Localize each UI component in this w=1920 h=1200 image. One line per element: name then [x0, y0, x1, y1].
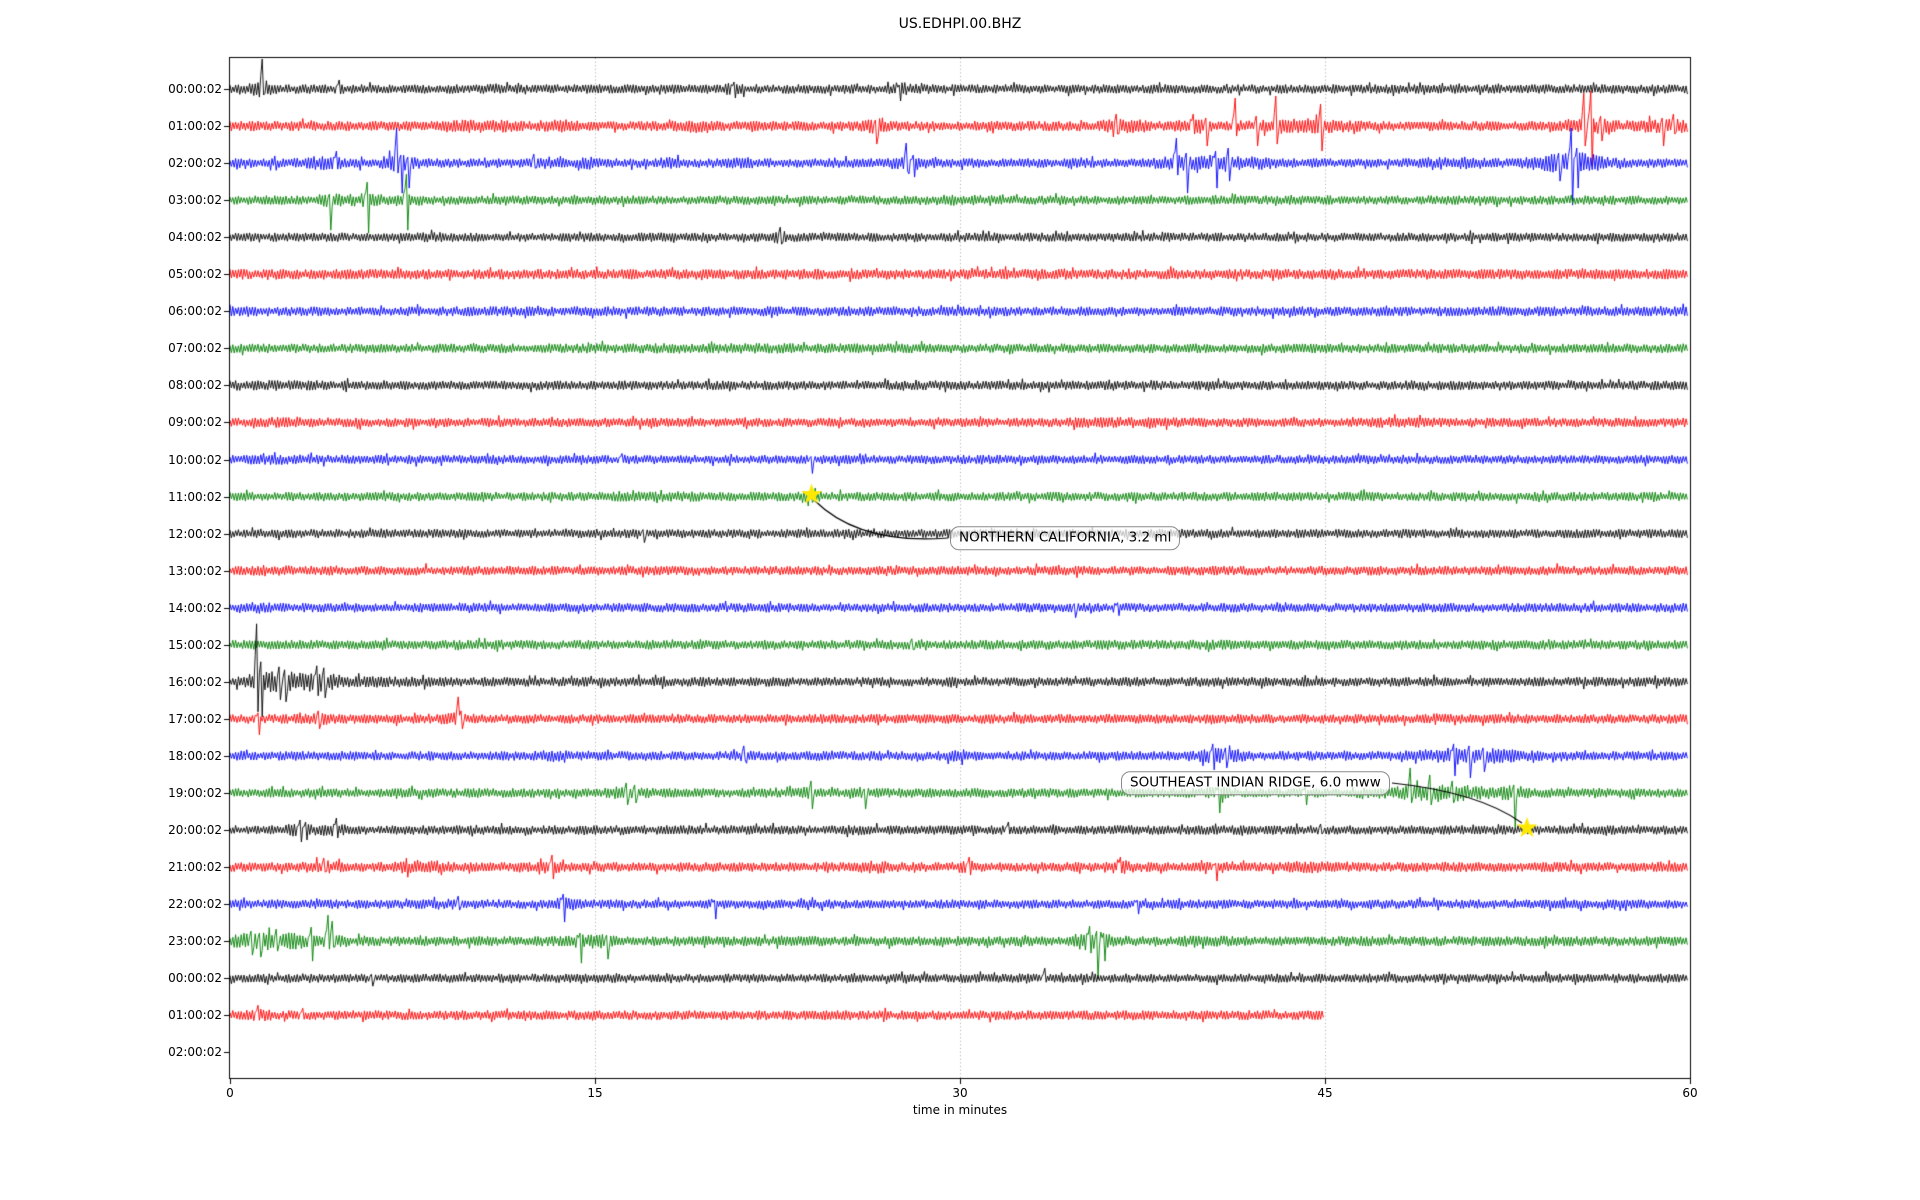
y-tick-label-10: 10:00:02: [168, 452, 222, 467]
y-tick-label-0: 00:00:02: [168, 82, 222, 96]
y-tick-label-7: 07:00:02: [168, 341, 222, 356]
x-tick-label-30: 30: [952, 1086, 968, 1100]
annotation-southeast-indian-ridge: SOUTHEAST INDIAN RIDGE, 6.0 mww: [1121, 771, 1390, 795]
annotation-southeast-indian-ridge-text: SOUTHEAST INDIAN RIDGE, 6.0 mww: [1130, 774, 1381, 791]
y-tick-label-4: 04:00:02: [168, 230, 222, 245]
x-axis-title: time in minutes: [912, 1103, 1008, 1117]
y-tick-label-15: 15:00:02: [168, 637, 222, 652]
x-tick-label-15: 15: [587, 1086, 603, 1100]
x-tick-label-60: 60: [1682, 1086, 1698, 1100]
y-tick-label-16: 16:00:02: [168, 674, 222, 689]
y-tick-label-9: 09:00:02: [168, 415, 222, 430]
annotation-northern-california-text: NORTHERN CALIFORNIA, 3.2 ml: [959, 529, 1172, 546]
y-tick-label-20: 20:00:02: [168, 823, 222, 837]
y-tick-label-24: 00:00:02: [168, 971, 222, 986]
y-tick-label-25: 01:00:02: [168, 1008, 222, 1023]
y-tick-label-19: 19:00:02: [168, 785, 222, 800]
annotation-northern-california: NORTHERN CALIFORNIA, 3.2 ml: [950, 526, 1181, 550]
y-tick-label-21: 21:00:02: [168, 860, 222, 875]
y-tick-label-3: 03:00:02: [168, 193, 222, 208]
y-tick-label-17: 17:00:02: [168, 711, 222, 726]
y-tick-label-22: 22:00:02: [168, 897, 222, 912]
y-tick-label-13: 13:00:02: [168, 563, 222, 578]
x-tick-label-45: 45: [1317, 1086, 1333, 1100]
y-tick-label-11: 11:00:02: [168, 489, 222, 504]
y-tick-label-5: 05:00:02: [168, 267, 222, 282]
y-tick-label-23: 23:00:02: [168, 934, 222, 949]
y-tick-label-1: 01:00:02: [168, 119, 222, 134]
y-tick-label-26: 02:00:02: [168, 1045, 222, 1060]
y-tick-label-14: 14:00:02: [168, 600, 222, 615]
y-tick-label-8: 08:00:02: [168, 378, 222, 393]
x-tick-label-0: 0: [226, 1086, 234, 1100]
y-tick-label-6: 06:00:02: [168, 304, 222, 319]
chart-title: US.EDHPI.00.BHZ: [898, 16, 1022, 32]
y-tick-label-2: 02:00:02: [168, 156, 222, 171]
y-tick-label-18: 18:00:02: [168, 748, 222, 763]
y-tick-label-12: 12:00:02: [168, 526, 222, 541]
